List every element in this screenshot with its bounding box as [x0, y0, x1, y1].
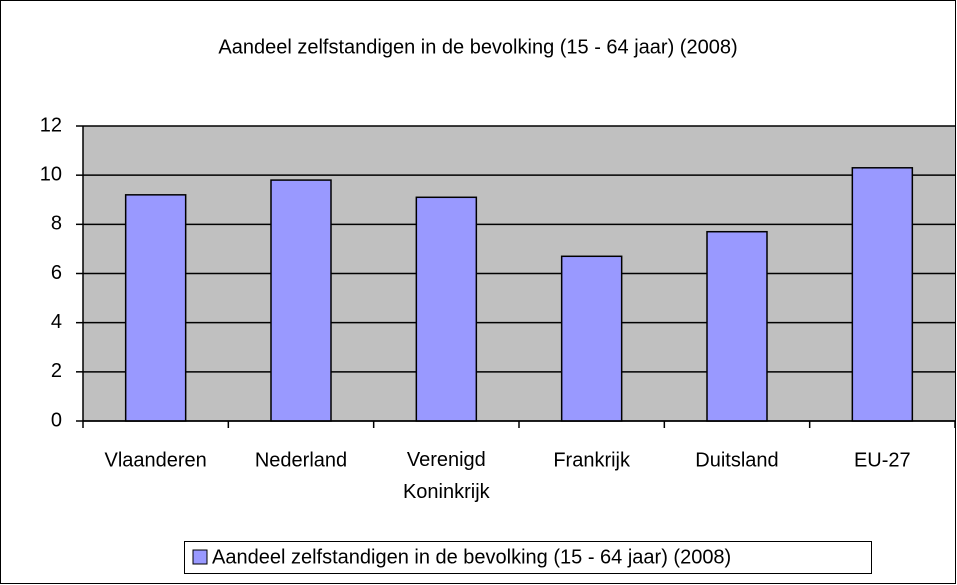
- y-tick-label: 8: [51, 213, 62, 235]
- bar: [706, 230, 768, 422]
- x-tick-label: EU-27: [854, 449, 911, 471]
- chart-title: Aandeel zelfstandigen in de bevolking (1…: [218, 36, 737, 58]
- x-tick-label: Duitsland: [695, 449, 778, 471]
- x-tick-label: Frankrijk: [553, 449, 631, 471]
- bar: [124, 194, 187, 422]
- bar: [851, 167, 914, 422]
- bar: [415, 196, 478, 422]
- x-tick-label: Vlaanderen: [105, 449, 207, 471]
- y-tick-label: 0: [51, 409, 62, 431]
- y-tick-label: 12: [40, 114, 62, 136]
- bar: [270, 179, 332, 422]
- y-tick-label: 6: [51, 262, 62, 284]
- legend-box: [184, 541, 872, 574]
- legend-swatch: [192, 549, 208, 565]
- y-tick-label: 2: [51, 360, 62, 382]
- y-tick-label: 10: [40, 163, 62, 185]
- x-tick-label: Verenigd Koninkrijk: [403, 449, 491, 503]
- y-tick-label: 4: [51, 311, 62, 333]
- x-tick-label: Nederland: [255, 449, 347, 471]
- bar: [560, 255, 623, 422]
- legend-label: Aandeel zelfstandigen in de bevolking (1…: [212, 546, 731, 568]
